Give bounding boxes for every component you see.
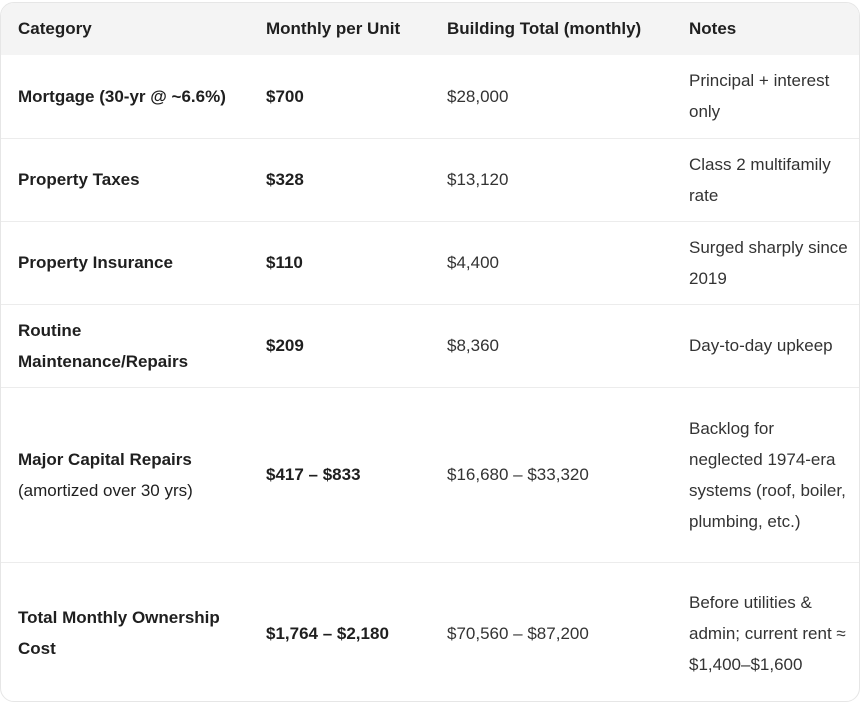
- category-sublabel: (amortized over 30 yrs): [18, 480, 193, 500]
- category-label: Routine Maintenance/Repairs: [18, 320, 189, 371]
- row-notes: Principal + interest only: [672, 55, 859, 139]
- row-building-total: $70,560 – $87,200: [447, 623, 589, 643]
- table-header-row: Category Monthly per Unit Building Total…: [1, 3, 859, 55]
- row-per-unit: $209: [249, 304, 430, 388]
- row-building-total: $13,120: [430, 138, 672, 222]
- row-notes: Surged sharply since 2019: [672, 221, 859, 305]
- header-category: Category: [18, 19, 92, 38]
- table-row: Property Insurance $110 $4,400 Surged sh…: [1, 221, 859, 305]
- row-building-total: $28,000: [430, 55, 672, 139]
- category-label: Mortgage (30-yr @ ~6.6%): [18, 86, 226, 106]
- row-notes: Day-to-day upkeep: [672, 304, 859, 388]
- table-row: Major Capital Repairs (amortized over 30…: [1, 387, 859, 563]
- category-label: Property Taxes: [18, 170, 140, 189]
- row-category: Routine Maintenance/Repairs: [1, 304, 249, 388]
- category-label: Property Insurance: [18, 253, 173, 272]
- row-per-unit: $328: [249, 138, 430, 222]
- row-notes: Before utilities & admin; current rent ≈…: [689, 592, 846, 674]
- row-notes: Backlog for neglected 1974-era systems (…: [672, 387, 859, 563]
- row-category: Property Insurance: [1, 221, 249, 305]
- row-per-unit: $110: [249, 221, 430, 305]
- row-notes: Class 2 multifamily rate: [672, 138, 859, 222]
- header-monthly-per-unit: Monthly per Unit: [266, 19, 401, 38]
- row-category: Major Capital Repairs (amortized over 30…: [1, 387, 249, 563]
- row-per-unit: $1,764 – $2,180: [266, 623, 389, 643]
- table-row: Property Taxes $328 $13,120 Class 2 mult…: [1, 138, 859, 222]
- category-label: Major Capital Repairs: [18, 449, 192, 469]
- ownership-cost-table: Category Monthly per Unit Building Total…: [1, 3, 859, 701]
- header-notes: Notes: [689, 19, 737, 38]
- row-category: Mortgage (30-yr @ ~6.6%): [1, 55, 249, 139]
- row-building-total: $16,680 – $33,320: [430, 387, 672, 563]
- row-building-total: $8,360: [430, 304, 672, 388]
- category-label: Total Monthly Ownership Cost: [18, 608, 220, 659]
- header-building-total: Building Total (monthly): [447, 19, 642, 38]
- table-row: Mortgage (30-yr @ ~6.6%) $700 $28,000 Pr…: [1, 55, 859, 139]
- row-building-total: $4,400: [430, 221, 672, 305]
- row-category: Total Monthly Ownership Cost: [1, 562, 249, 701]
- row-category: Property Taxes: [1, 138, 249, 222]
- table-row: Total Monthly Ownership Cost $1,764 – $2…: [1, 562, 859, 701]
- table-row: Routine Maintenance/Repairs $209 $8,360 …: [1, 304, 859, 388]
- row-per-unit: $417 – $833: [249, 387, 430, 563]
- row-per-unit: $700: [249, 55, 430, 139]
